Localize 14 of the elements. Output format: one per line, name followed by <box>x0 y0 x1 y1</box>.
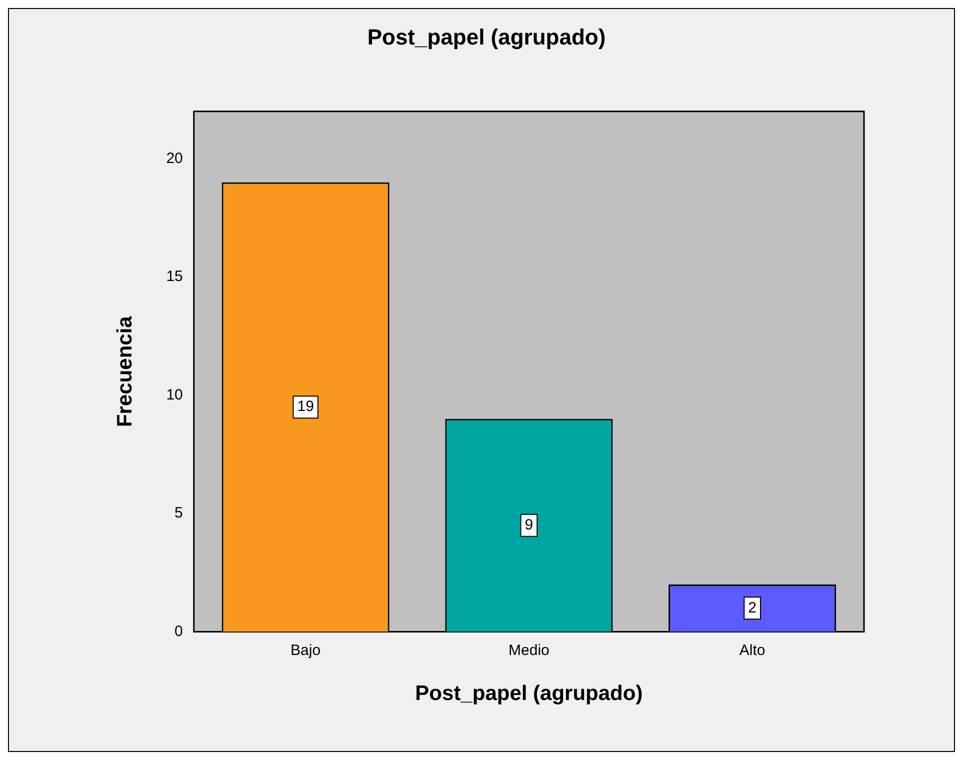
x-tick-label: Medio <box>508 642 550 659</box>
data-label: 2 <box>748 599 756 616</box>
y-tick-label: 15 <box>166 268 183 286</box>
data-label: 9 <box>524 516 534 534</box>
x-axis-title: Post_papel (agrupado) <box>415 682 643 706</box>
y-axis-title: Frecuencia <box>113 316 136 428</box>
x-tick-label: Bajo <box>290 642 321 659</box>
chart-title: Post_papel (agrupado) <box>367 24 606 50</box>
y-tick-label: 20 <box>166 150 183 167</box>
x-tick-label: Alto <box>739 642 766 659</box>
y-tick-label: 10 <box>166 386 183 404</box>
y-tick-label: 0 <box>174 622 183 640</box>
data-label: 19 <box>297 398 314 416</box>
y-tick-label: 5 <box>174 504 183 522</box>
